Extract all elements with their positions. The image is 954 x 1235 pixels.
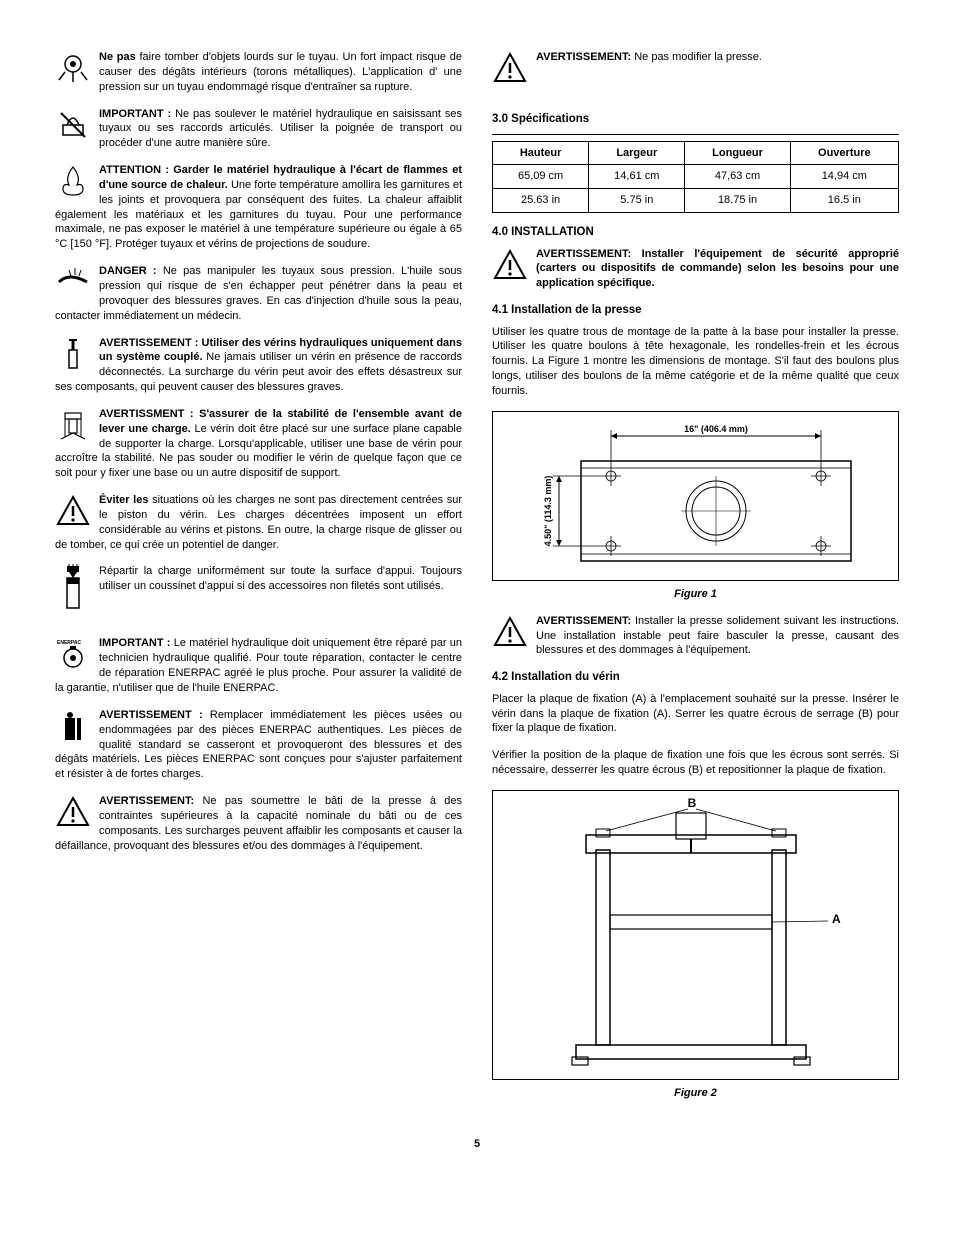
warning-genuine-parts: AVERTISSEMENT : Remplacer immédiatement …: [55, 708, 462, 782]
warning-triangle-icon: [492, 247, 528, 283]
warning-overload: AVERTISSEMENT: Ne pas soumettre le bâti …: [55, 794, 462, 853]
warning-triangle-icon: [55, 794, 91, 830]
para-4-2b: Vérifier la position de la plaque de fix…: [492, 748, 899, 778]
table-cell: 25.63 in: [493, 189, 589, 213]
heading-4-1: 4.1 Installation de la presse: [492, 303, 899, 319]
hose-impact-icon: [55, 50, 91, 86]
bold-label: DANGER :: [99, 265, 163, 277]
figure-2-caption: Figure 2: [492, 1086, 899, 1101]
warning-no-modify: AVERTISSEMENT: Ne pas modifier la presse…: [492, 50, 899, 94]
heading-install: 4.0 INSTALLATION: [492, 225, 899, 241]
figure-2: B A: [492, 790, 899, 1080]
body-text: Répartir la charge uniformément sur tout…: [99, 565, 462, 592]
danger-pressure: DANGER : Ne pas manipuler les tuyaux sou…: [55, 264, 462, 323]
load-stability-icon: [55, 407, 91, 443]
enerpac-service-icon: ENERPAC: [55, 636, 91, 672]
warning-secure-install: AVERTISSEMENT: Installer la presse solid…: [492, 614, 899, 659]
bold-label: IMPORTANT :: [99, 108, 175, 120]
body-text: Ne pas modifier la presse.: [634, 51, 762, 63]
info-spread-load: Répartir la charge uniformément sur tout…: [55, 564, 462, 616]
table-cell: 47,63 cm: [685, 165, 790, 189]
table-row: 65,09 cm 14,61 cm 47,63 cm 14,94 cm: [493, 165, 899, 189]
fig1-top-label: 16" (406.4 mm): [684, 424, 748, 434]
fig1-side-label: 4.50" (114.3 mm): [543, 475, 553, 546]
bold-label: AVERTISSEMENT:: [536, 51, 634, 63]
table-header: Longueur: [685, 141, 790, 165]
right-column: AVERTISSEMENT: Ne pas modifier la presse…: [492, 50, 899, 1113]
figure-1-caption: Figure 1: [492, 587, 899, 602]
attention-heat: ATTENTION : Garder le matériel hydrauliq…: [55, 163, 462, 252]
warning-coupled: AVERTISSEMENT : Utiliser des vérins hydr…: [55, 336, 462, 395]
warning-stability: AVERTISSMENT : S'assurer de la stabilité…: [55, 407, 462, 481]
figure-1: 16" (406.4 mm) 4.50" (114.3 mm): [492, 411, 899, 581]
table-cell: 14,94 cm: [790, 165, 898, 189]
warning-hose-drop: Ne pas faire tomber d'objets lourds sur …: [55, 50, 462, 95]
warning-triangle-icon: [55, 493, 91, 529]
parts-icon: [55, 708, 91, 744]
para-4-1: Utiliser les quatre trous de montage de …: [492, 325, 899, 399]
table-cell: 14,61 cm: [589, 165, 685, 189]
bold-label: AVERTISSEMENT:: [99, 795, 202, 807]
table-header: Largeur: [589, 141, 685, 165]
table-cell: 16.5 in: [790, 189, 898, 213]
bold-label: Éviter les: [99, 494, 152, 506]
bold-label: AVERTISSEMENT: Installer l'équipement de…: [536, 248, 899, 290]
table-header-row: Hauteur Largeur Longueur Ouverture: [493, 141, 899, 165]
warning-triangle-icon: [492, 614, 528, 650]
fig2-label-a: A: [832, 912, 841, 926]
hose-burst-icon: [55, 264, 91, 300]
saddle-icon: [55, 564, 91, 612]
body-text: faire tomber d'objets lourds sur le tuya…: [99, 51, 462, 93]
table-row: 25.63 in 5.75 in 18.75 in 16.5 in: [493, 189, 899, 213]
svg-text:ENERPAC: ENERPAC: [57, 640, 81, 646]
cylinder-icon: [55, 336, 91, 372]
bold-label: Ne pas: [99, 51, 139, 63]
important-repair: ENERPAC IMPORTANT : Le matériel hydrauli…: [55, 636, 462, 695]
para-4-2a: Placer la plaque de fixation (A) à l'emp…: [492, 692, 899, 737]
warning-centered-load: Éviter les situations où les charges ne …: [55, 493, 462, 552]
table-header: Ouverture: [790, 141, 898, 165]
warning-safety-equipment: AVERTISSEMENT: Installer l'équipement de…: [492, 247, 899, 292]
warning-triangle-icon: [492, 50, 528, 86]
left-column: Ne pas faire tomber d'objets lourds sur …: [55, 50, 462, 1113]
bold-label: AVERTISSEMENT:: [536, 615, 635, 627]
flame-icon: [55, 163, 91, 199]
page: Ne pas faire tomber d'objets lourds sur …: [55, 50, 899, 1113]
spec-table: Hauteur Largeur Longueur Ouverture 65,09…: [492, 141, 899, 214]
heading-rule: [492, 134, 899, 135]
no-lift-hose-icon: [55, 107, 91, 143]
bold-label: AVERTISSEMENT :: [99, 709, 210, 721]
page-number: 5: [55, 1137, 899, 1152]
heading-4-2: 4.2 Installation du vérin: [492, 670, 899, 686]
table-cell: 5.75 in: [589, 189, 685, 213]
table-cell: 18.75 in: [685, 189, 790, 213]
heading-specs: 3.0 Spécifications: [492, 112, 899, 128]
fig2-label-b: B: [687, 796, 696, 810]
bold-label: IMPORTANT :: [99, 637, 174, 649]
table-cell: 65,09 cm: [493, 165, 589, 189]
table-header: Hauteur: [493, 141, 589, 165]
important-lift: IMPORTANT : Ne pas soulever le matériel …: [55, 107, 462, 152]
